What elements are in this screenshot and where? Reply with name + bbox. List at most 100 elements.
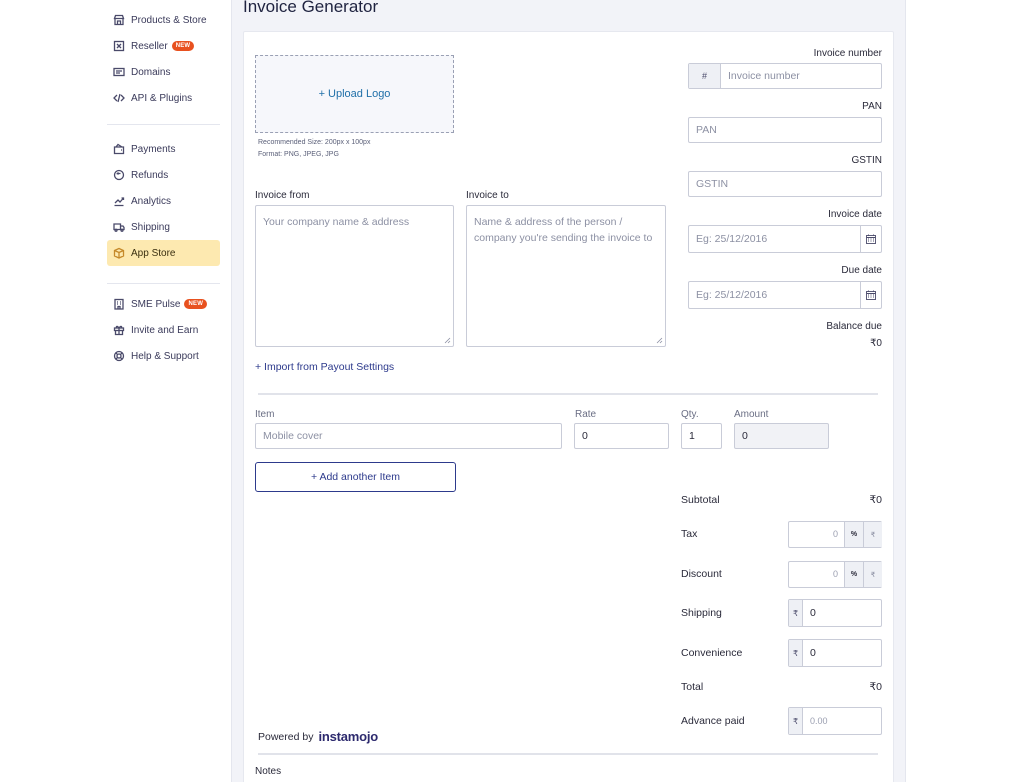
tax-rupee-toggle[interactable]: ₹ (863, 522, 882, 547)
rupee-icon: ₹ (789, 600, 803, 626)
sidebar-item-label: App Store (131, 247, 176, 259)
import-payout-settings-link[interactable]: + Import from Payout Settings (255, 361, 395, 373)
sidebar-item-sme-pulse[interactable]: SME Pulse NEW (107, 291, 220, 317)
sidebar-item-refunds[interactable]: Refunds (107, 162, 220, 188)
total-value: ₹0 (869, 681, 882, 693)
sidebar-item-label: Refunds (131, 169, 169, 181)
building-icon (113, 298, 125, 310)
shipping-label: Shipping (681, 607, 722, 619)
convenience-value: 0 (810, 647, 816, 659)
nav-group-payments: Payments Refunds Analytics Shipping App … (107, 136, 220, 266)
nav-group-more: SME Pulse NEW Invite and Earn Help & Sup… (107, 291, 220, 369)
resize-grip-icon[interactable] (444, 337, 451, 344)
advance-paid-input[interactable]: ₹ 0.00 (788, 707, 882, 735)
calendar-icon[interactable] (860, 282, 881, 308)
reseller-icon (113, 40, 125, 52)
gift-icon (113, 324, 125, 336)
refund-icon (113, 169, 125, 181)
truck-icon (113, 221, 125, 233)
sidebar-item-analytics[interactable]: Analytics (107, 188, 220, 214)
invoice-card (243, 31, 894, 782)
discount-label: Discount (681, 568, 722, 580)
invoice-date-input[interactable]: Eg: 25/12/2016 (688, 225, 882, 253)
total-label: Total (681, 681, 704, 693)
discount-percent-toggle[interactable]: % (844, 562, 863, 587)
lifebuoy-icon (113, 350, 125, 362)
sidebar-item-invite-earn[interactable]: Invite and Earn (107, 317, 220, 343)
resize-grip-icon[interactable] (656, 337, 663, 344)
invoice-from-placeholder: Your company name & address (263, 216, 410, 228)
page-title: Invoice Generator (243, 0, 379, 16)
invoice-to-placeholder: Name & address of the person / company y… (474, 216, 653, 244)
subtotal-label: Subtotal (681, 494, 720, 506)
due-date-placeholder: Eg: 25/12/2016 (696, 289, 768, 301)
domain-icon (113, 66, 125, 78)
logo-size-hint: Recommended Size: 200px x 100px (258, 139, 371, 146)
discount-input[interactable]: 0 (832, 569, 838, 579)
invoice-number-placeholder: Invoice number (728, 70, 800, 82)
sidebar-item-label: Products & Store (131, 14, 207, 26)
divider (258, 753, 878, 755)
invoice-date-placeholder: Eg: 25/12/2016 (696, 233, 768, 245)
advance-paid-placeholder: 0.00 (810, 716, 828, 726)
qty-input[interactable]: 1 (681, 423, 722, 449)
sidebar-item-label: Reseller (131, 40, 168, 52)
sidebar-item-products-store[interactable]: Products & Store (107, 7, 220, 33)
balance-due-label: Balance due (826, 321, 882, 332)
amount-column-header: Amount (734, 409, 769, 420)
tax-label: Tax (681, 528, 698, 540)
gstin-label: GSTIN (851, 155, 882, 166)
sidebar-item-help-support[interactable]: Help & Support (107, 343, 220, 369)
tax-input[interactable]: 0 (832, 529, 838, 539)
rate-value: 0 (582, 430, 588, 442)
sidebar-item-label: Payments (131, 143, 176, 155)
item-name-input[interactable]: Mobile cover (255, 423, 562, 449)
shipping-value: 0 (810, 607, 816, 619)
invoice-number-label: Invoice number (813, 48, 882, 59)
sidebar-item-payments[interactable]: Payments (107, 136, 220, 162)
gstin-placeholder: GSTIN (696, 178, 729, 190)
code-icon (113, 92, 125, 104)
advance-paid-label: Advance paid (681, 715, 745, 727)
amount-value: 0 (742, 430, 748, 442)
tax-percent-toggle[interactable]: % (844, 522, 863, 547)
sidebar: Products & Store Reseller NEW Domains AP… (0, 0, 232, 782)
invoice-to-textarea[interactable]: Name & address of the person / company y… (466, 205, 666, 347)
calendar-icon[interactable] (860, 226, 881, 252)
add-item-button[interactable]: + Add another Item (255, 462, 456, 492)
powered-by: Powered by instamojo (258, 729, 378, 744)
due-date-input[interactable]: Eg: 25/12/2016 (688, 281, 882, 309)
sidebar-item-reseller[interactable]: Reseller NEW (107, 33, 220, 59)
store-icon (113, 14, 125, 26)
discount-input-group: 0 % ₹ (788, 561, 882, 588)
logo-format-hint: Format: PNG, JPEG, JPG (258, 151, 339, 158)
tax-input-group: 0 % ₹ (788, 521, 882, 548)
instamojo-logo: instamojo (318, 729, 379, 744)
pan-input[interactable]: PAN (688, 117, 882, 143)
rate-input[interactable]: 0 (574, 423, 669, 449)
subtotal-value: ₹0 (869, 494, 882, 506)
amount-field: 0 (734, 423, 829, 449)
qty-value: 1 (689, 430, 695, 442)
rupee-icon: ₹ (789, 708, 803, 734)
divider (258, 393, 878, 395)
invoice-from-textarea[interactable]: Your company name & address (255, 205, 454, 347)
nav-divider (107, 283, 220, 284)
rate-column-header: Rate (575, 409, 597, 420)
sidebar-item-label: Invite and Earn (131, 324, 199, 336)
due-date-label: Due date (841, 265, 882, 276)
sidebar-item-domains[interactable]: Domains (107, 59, 220, 85)
invoice-number-input[interactable]: # Invoice number (688, 63, 882, 89)
balance-due-value: ₹0 (870, 338, 882, 349)
discount-rupee-toggle[interactable]: ₹ (863, 562, 882, 587)
gstin-input[interactable]: GSTIN (688, 171, 882, 197)
convenience-input[interactable]: ₹ 0 (788, 639, 882, 667)
sidebar-item-shipping[interactable]: Shipping (107, 214, 220, 240)
notes-label: Notes (255, 766, 282, 777)
shipping-input[interactable]: ₹ 0 (788, 599, 882, 627)
powered-by-label: Powered by (258, 730, 314, 743)
upload-logo-button[interactable]: + Upload Logo (255, 55, 454, 133)
sidebar-item-api-plugins[interactable]: API & Plugins (107, 85, 220, 111)
sidebar-item-app-store[interactable]: App Store (107, 240, 220, 266)
new-badge: NEW (171, 41, 195, 51)
